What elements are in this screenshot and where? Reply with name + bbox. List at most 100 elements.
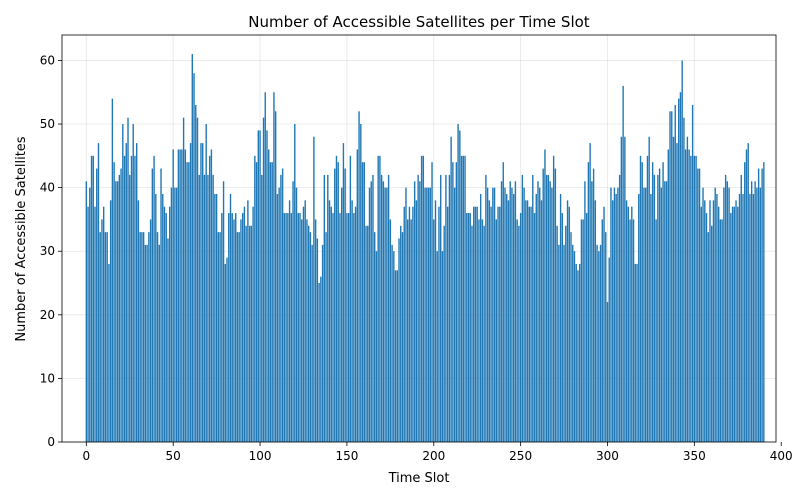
bar <box>450 136 452 442</box>
bar <box>314 219 317 442</box>
bar <box>608 257 610 442</box>
bar <box>530 206 532 442</box>
bar <box>711 225 713 442</box>
bar <box>316 238 319 442</box>
bar <box>575 263 577 442</box>
bar <box>212 174 214 442</box>
bar <box>415 200 418 442</box>
bar <box>431 162 433 442</box>
bar <box>219 232 221 442</box>
bar <box>262 117 265 443</box>
bar <box>377 155 379 442</box>
bar <box>568 206 570 442</box>
x-tick-label: 200 <box>422 449 445 463</box>
bar <box>533 213 536 442</box>
bar <box>210 149 213 442</box>
bar <box>134 155 136 442</box>
bar <box>405 187 407 443</box>
bar <box>407 219 409 442</box>
bar <box>257 130 259 442</box>
bar <box>285 213 287 442</box>
bar <box>669 111 671 442</box>
bar <box>502 162 504 442</box>
bar <box>401 232 404 442</box>
bar <box>582 219 584 442</box>
bar <box>139 232 141 442</box>
bar <box>174 187 176 443</box>
bar <box>97 143 100 443</box>
bar <box>151 168 154 443</box>
bar <box>217 232 220 442</box>
bar <box>605 232 607 442</box>
data-bars <box>85 54 765 443</box>
bar <box>394 270 397 442</box>
bar <box>231 213 233 442</box>
bar <box>460 155 463 442</box>
bar <box>495 219 497 442</box>
bar <box>238 232 240 442</box>
bar <box>653 174 656 442</box>
bar <box>372 174 374 442</box>
bar <box>222 181 225 442</box>
bar <box>707 232 709 442</box>
bar <box>624 136 626 442</box>
bar <box>243 206 246 442</box>
bar <box>375 251 378 442</box>
bar <box>101 219 103 442</box>
bar <box>132 124 134 442</box>
bar <box>153 155 155 442</box>
bar <box>471 225 473 442</box>
bar <box>221 213 223 442</box>
bar <box>424 187 426 443</box>
y-tick-label: 40 <box>40 181 55 195</box>
bar <box>518 225 520 442</box>
bar <box>612 200 614 442</box>
bar <box>252 206 254 442</box>
bar <box>705 213 708 442</box>
x-tick-label: 300 <box>596 449 619 463</box>
bar <box>387 174 390 442</box>
x-axis-label: Time Slot <box>388 471 450 486</box>
bar <box>228 213 230 442</box>
bar <box>120 168 122 443</box>
bar <box>427 187 430 443</box>
bar <box>683 117 685 443</box>
bar <box>276 193 279 442</box>
bar <box>115 181 117 442</box>
chart-title: Number of Accessible Satellites per Time… <box>248 13 590 31</box>
bar <box>384 187 386 443</box>
bar <box>224 263 226 442</box>
bar <box>486 187 489 443</box>
bar <box>96 168 98 443</box>
bar <box>596 244 598 442</box>
bar <box>162 193 164 442</box>
bar <box>592 168 595 443</box>
bar <box>679 92 682 442</box>
x-tick-label: 400 <box>770 449 793 463</box>
bar <box>295 187 298 443</box>
bar <box>365 225 367 442</box>
bar <box>446 206 449 442</box>
bar <box>311 244 313 442</box>
bar <box>525 200 527 442</box>
bar <box>441 251 444 442</box>
bar <box>610 187 612 443</box>
bar <box>358 111 360 442</box>
bar <box>349 155 352 442</box>
bar <box>292 181 294 442</box>
bar <box>763 162 765 442</box>
bar <box>438 206 440 442</box>
bar <box>389 219 392 442</box>
bar <box>335 155 338 442</box>
bar <box>549 181 551 442</box>
bar <box>457 124 459 442</box>
bar <box>241 213 244 442</box>
bar <box>125 143 127 443</box>
bar <box>327 174 329 442</box>
bar <box>400 225 402 442</box>
bar <box>90 155 93 442</box>
bar <box>215 193 218 442</box>
bar <box>629 219 631 442</box>
bar <box>757 168 760 443</box>
